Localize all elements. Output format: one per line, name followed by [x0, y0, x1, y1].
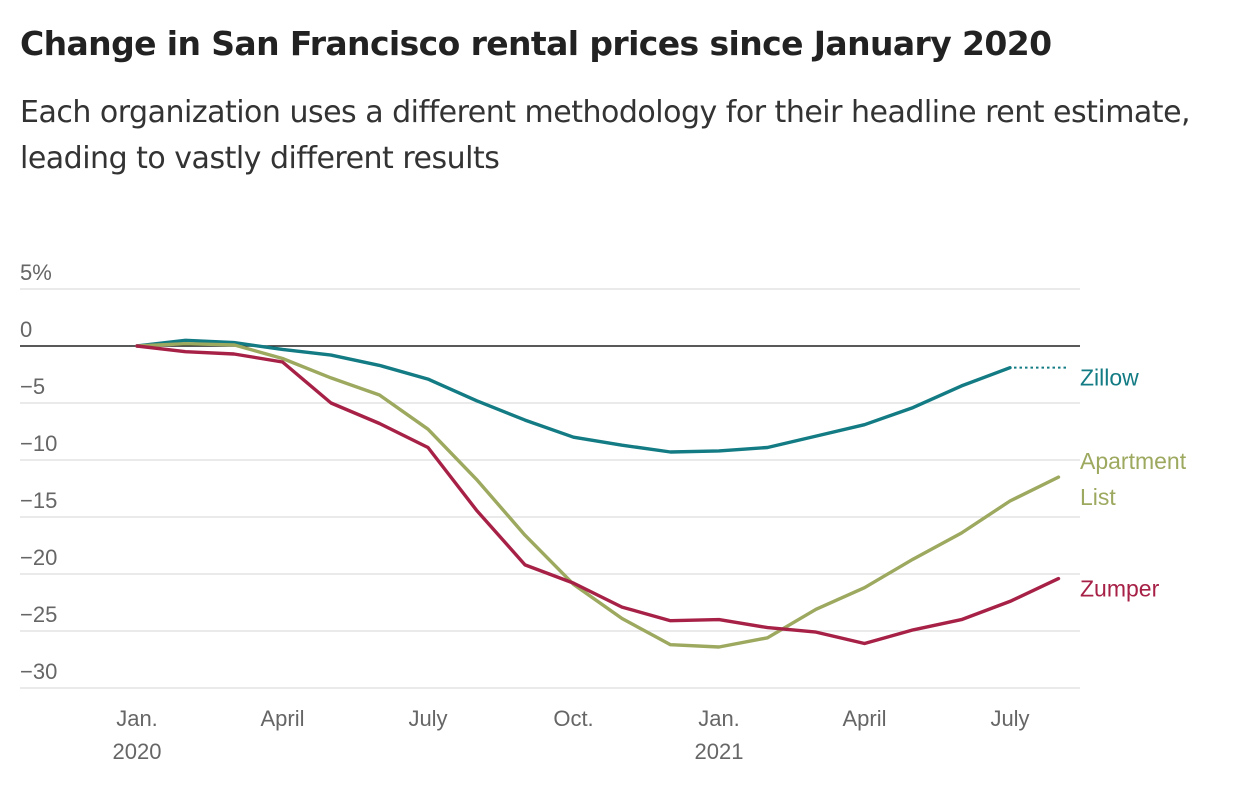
- x-tick-label: Jan.: [116, 706, 158, 731]
- apartment-list-series-label: List: [1080, 484, 1116, 510]
- apartment-list-series-label: Apartment: [1080, 448, 1187, 474]
- x-tick-label: July: [408, 706, 447, 731]
- series-lines: [135, 338, 1069, 649]
- series-labels: Zillow Apartment List Zumper: [1080, 365, 1187, 602]
- x-tick-year-label: 2021: [695, 739, 744, 764]
- x-tick-year-label: 2020: [113, 739, 162, 764]
- x-tick-label: Oct.: [553, 706, 593, 731]
- apartment-list-series-line: [135, 342, 1061, 649]
- chart-subtitle: Each organization uses a different metho…: [20, 95, 1191, 176]
- y-tick-label: −5: [20, 374, 45, 399]
- x-tick-label: April: [842, 706, 886, 731]
- x-axis-ticks: Jan. 2020 April July Oct. Jan. 2021 April July: [113, 706, 1030, 764]
- y-tick-label: 5%: [20, 260, 52, 285]
- y-tick-label: −15: [20, 488, 57, 513]
- zillow-series-line: [135, 338, 1012, 454]
- y-tick-label: −30: [20, 659, 57, 684]
- x-tick-label: April: [260, 706, 304, 731]
- x-tick-label: Jan.: [698, 706, 740, 731]
- zumper-series-label: Zumper: [1080, 576, 1160, 602]
- gridlines: [20, 288, 1080, 689]
- x-tick-label: July: [990, 706, 1029, 731]
- y-tick-label: −25: [20, 602, 57, 627]
- y-tick-label: −20: [20, 545, 57, 570]
- y-tick-label: −10: [20, 431, 57, 456]
- y-tick-label: 0: [20, 317, 32, 342]
- zumper-series-line: [135, 344, 1061, 646]
- zillow-series-label: Zillow: [1080, 365, 1139, 391]
- y-axis-ticks: 5% 0 −5 −10 −15 −20 −25 −30: [20, 260, 57, 684]
- chart-title: Change in San Francisco rental prices si…: [20, 24, 1052, 63]
